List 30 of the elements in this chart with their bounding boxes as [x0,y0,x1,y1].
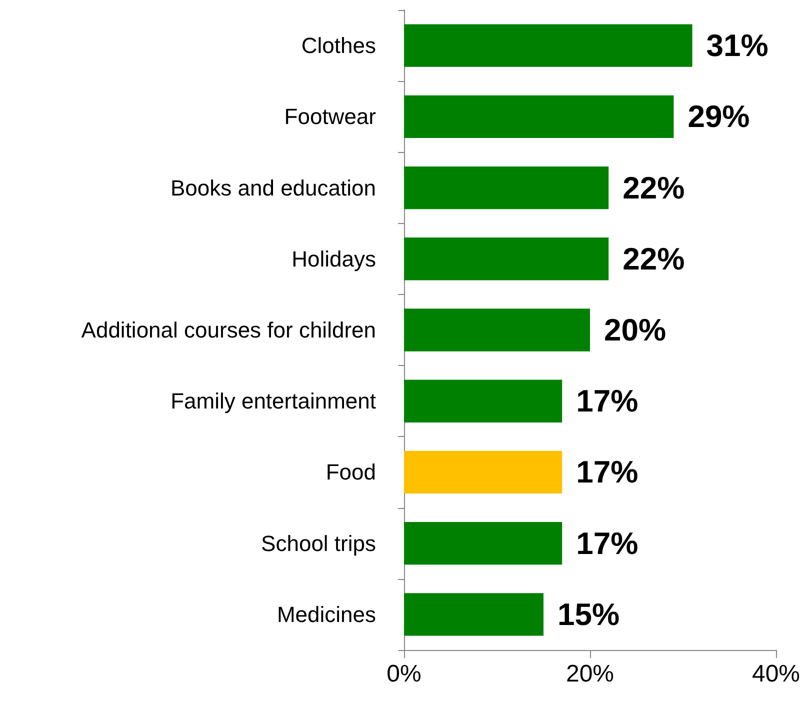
y-tick-label: Holidays [292,246,376,272]
y-tick-label: Footwear [284,104,376,130]
bar [404,522,562,565]
x-tick-label: 20% [566,660,614,688]
data-label: 29% [688,99,750,134]
bar [404,95,674,138]
data-label: 31% [706,28,768,64]
data-label: 17% [576,526,638,561]
y-tick-label: Additional courses for children [81,318,376,342]
y-tick-label: Books and education [170,175,376,200]
data-label: 17% [576,454,638,490]
y-tick-label: Family entertainment [170,388,376,414]
y-tick-label: Clothes [301,33,376,58]
x-tick-label: 0% [386,660,422,688]
data-label: 15% [558,596,620,632]
bar [404,166,609,210]
bar [404,450,562,494]
y-tick-label: Medicines [276,602,376,627]
x-tick-label: 40% [752,660,800,688]
y-tick-label: School trips [261,530,376,556]
bar [404,24,692,67]
data-label: 22% [622,241,685,276]
y-tick-label: Food [326,460,376,485]
bar [404,593,544,636]
data-label: 17% [576,384,638,419]
bar [404,380,562,422]
bar [404,238,609,280]
data-label: 20% [604,312,666,348]
bar [404,308,590,352]
data-label: 22% [622,170,685,206]
